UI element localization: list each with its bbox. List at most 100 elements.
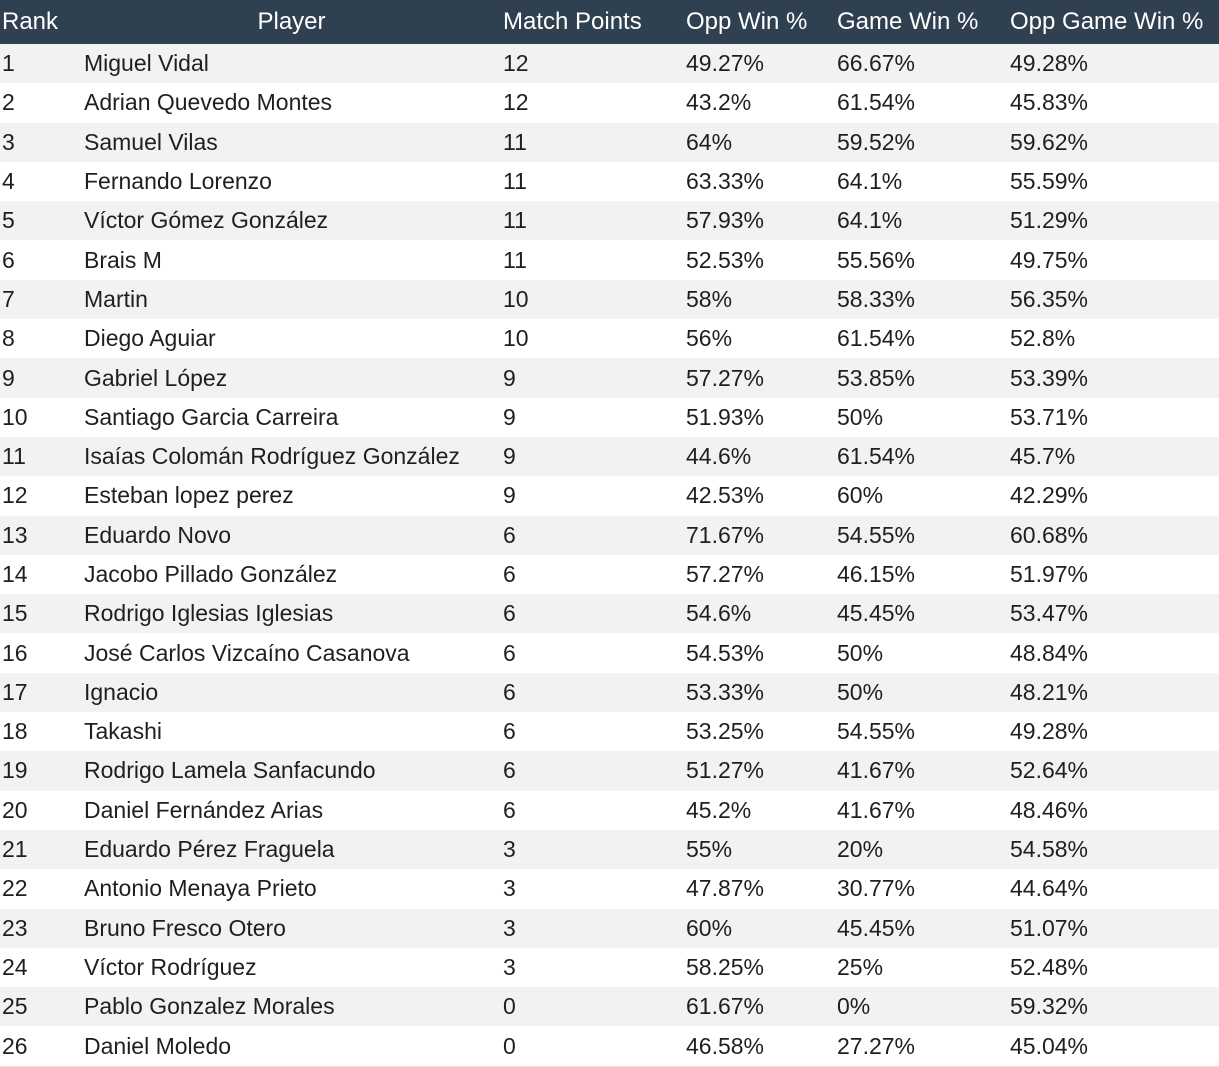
game-win-cell: 64.1%: [835, 201, 1008, 241]
match-points-cell: 9: [501, 476, 684, 516]
table-row: 10 Santiago Garcia Carreira 9 51.93% 50% 53.7…: [0, 397, 1219, 437]
opp-game-win-cell: 45.83%: [1008, 83, 1219, 123]
rank-cell: 16: [0, 633, 82, 673]
opp-game-win-cell: 55.59%: [1008, 161, 1219, 202]
rank-cell: 6: [0, 240, 82, 280]
opp-win-cell: 54.6%: [684, 594, 835, 634]
table-row: 17 Ignacio 6 53.33% 50% 48.21%: [0, 672, 1219, 713]
opp-game-win-cell: 59.32%: [1008, 987, 1219, 1027]
table-row: 19 Rodrigo Lamela Sanfacundo 6 51.27% 41.67%…: [0, 751, 1219, 791]
header-rank[interactable]: Rank: [0, 0, 82, 44]
rank-cell: 11: [0, 436, 82, 477]
rank-cell: 25: [0, 987, 82, 1027]
table-row: 8 Diego Aguiar 10 56% 61.54% 52.8%: [0, 319, 1219, 359]
match-points-cell: 10: [501, 279, 684, 320]
table-row: 1 Miguel Vidal 12 49.27% 66.67% 49.28%: [0, 44, 1219, 84]
opp-game-win-cell: 56.35%: [1008, 279, 1219, 320]
opp-game-win-cell: 54.58%: [1008, 829, 1219, 870]
game-win-cell: 61.54%: [835, 83, 1008, 123]
player-name-cell: Adrian Quevedo Montes: [82, 83, 501, 123]
player-name-cell: Antonio Menaya Prieto: [82, 869, 501, 909]
rank-cell: 5: [0, 201, 82, 241]
opp-game-win-cell: 53.47%: [1008, 594, 1219, 634]
opp-win-cell: 51.93%: [684, 397, 835, 437]
match-points-cell: 6: [501, 751, 684, 791]
match-points-cell: 6: [501, 554, 684, 595]
game-win-cell: 25%: [835, 947, 1008, 988]
match-points-cell: 11: [501, 122, 684, 162]
rank-cell: 4: [0, 161, 82, 202]
opp-win-cell: 61.67%: [684, 987, 835, 1027]
header-match-points[interactable]: Match Points: [501, 0, 684, 44]
opp-win-cell: 58.25%: [684, 947, 835, 988]
table-row: 2 Adrian Quevedo Montes 12 43.2% 61.54% 45.83…: [0, 83, 1219, 123]
opp-win-cell: 57.27%: [684, 554, 835, 595]
header-player[interactable]: Player: [82, 0, 501, 44]
rank-cell: 9: [0, 358, 82, 398]
rank-cell: 23: [0, 908, 82, 948]
header-opp-win[interactable]: Opp Win %: [684, 0, 835, 44]
player-name-cell: Esteban lopez perez: [82, 476, 501, 516]
opp-win-cell: 47.87%: [684, 869, 835, 909]
table-row: 20 Daniel Fernández Arias 6 45.2% 41.67% 48.4…: [0, 790, 1219, 830]
match-points-cell: 3: [501, 908, 684, 948]
match-points-cell: 12: [501, 83, 684, 123]
table-row: 22 Antonio Menaya Prieto 3 47.87% 30.77% 44.6…: [0, 869, 1219, 909]
opp-game-win-cell: 53.39%: [1008, 358, 1219, 398]
rank-cell: 17: [0, 672, 82, 713]
opp-game-win-cell: 60.68%: [1008, 515, 1219, 555]
player-name-cell: Martin: [82, 279, 501, 320]
player-name-cell: Bruno Fresco Otero: [82, 908, 501, 948]
player-name-cell: Daniel Moledo: [82, 1026, 501, 1067]
game-win-cell: 54.55%: [835, 515, 1008, 555]
player-name-cell: Isaías Colomán Rodríguez González: [82, 436, 501, 477]
opp-win-cell: 63.33%: [684, 161, 835, 202]
standings-header: Rank Player Match Points Opp Win % Game …: [0, 0, 1219, 44]
game-win-cell: 0%: [835, 987, 1008, 1027]
rank-cell: 26: [0, 1026, 82, 1067]
rank-cell: 14: [0, 554, 82, 595]
table-row: 14 Jacobo Pillado González 6 57.27% 46.15% 51…: [0, 554, 1219, 595]
opp-win-cell: 51.27%: [684, 751, 835, 791]
game-win-cell: 54.55%: [835, 712, 1008, 752]
match-points-cell: 9: [501, 358, 684, 398]
opp-win-cell: 52.53%: [684, 240, 835, 280]
opp-game-win-cell: 49.75%: [1008, 240, 1219, 280]
match-points-cell: 12: [501, 44, 684, 84]
match-points-cell: 0: [501, 987, 684, 1027]
opp-game-win-cell: 51.97%: [1008, 554, 1219, 595]
game-win-cell: 61.54%: [835, 436, 1008, 477]
rank-cell: 10: [0, 397, 82, 437]
table-row: 6 Brais M 11 52.53% 55.56% 49.75%: [0, 240, 1219, 280]
game-win-cell: 20%: [835, 829, 1008, 870]
match-points-cell: 6: [501, 515, 684, 555]
rank-cell: 3: [0, 122, 82, 162]
opp-win-cell: 45.2%: [684, 790, 835, 830]
opp-game-win-cell: 48.84%: [1008, 633, 1219, 673]
header-opp-game-win[interactable]: Opp Game Win %: [1008, 0, 1219, 44]
game-win-cell: 27.27%: [835, 1026, 1008, 1067]
game-win-cell: 50%: [835, 397, 1008, 437]
table-row: 16 José Carlos Vizcaíno Casanova 6 54.53% 50…: [0, 633, 1219, 673]
header-game-win[interactable]: Game Win %: [835, 0, 1008, 44]
opp-win-cell: 46.58%: [684, 1026, 835, 1067]
rank-cell: 8: [0, 319, 82, 359]
player-name-cell: Eduardo Novo: [82, 515, 501, 555]
game-win-cell: 60%: [835, 476, 1008, 516]
opp-win-cell: 49.27%: [684, 44, 835, 84]
opp-win-cell: 57.27%: [684, 358, 835, 398]
player-name-cell: Miguel Vidal: [82, 44, 501, 84]
opp-game-win-cell: 44.64%: [1008, 869, 1219, 909]
match-points-cell: 6: [501, 594, 684, 634]
opp-game-win-cell: 52.8%: [1008, 319, 1219, 359]
rank-cell: 20: [0, 790, 82, 830]
table-row: 21 Eduardo Pérez Fraguela 3 55% 20% 54.58%: [0, 829, 1219, 870]
game-win-cell: 41.67%: [835, 751, 1008, 791]
match-points-cell: 0: [501, 1026, 684, 1067]
game-win-cell: 55.56%: [835, 240, 1008, 280]
table-row: 23 Bruno Fresco Otero 3 60% 45.45% 51.07%: [0, 908, 1219, 948]
opp-game-win-cell: 49.28%: [1008, 712, 1219, 752]
player-name-cell: Daniel Fernández Arias: [82, 790, 501, 830]
player-name-cell: Pablo Gonzalez Morales: [82, 987, 501, 1027]
